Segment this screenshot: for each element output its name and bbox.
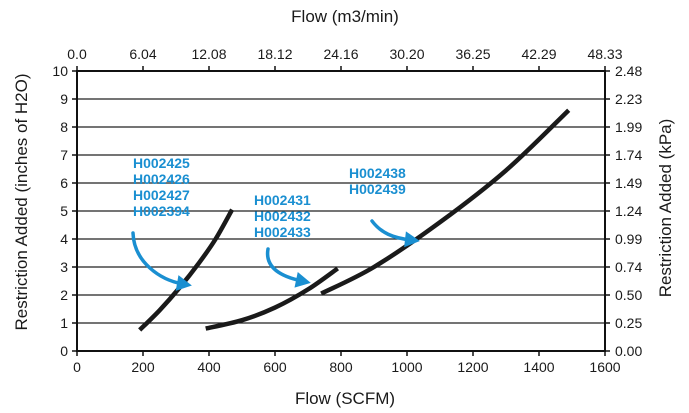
y-tick-label: 10	[52, 63, 68, 79]
series-3-label: H002439	[349, 181, 406, 197]
x-axis-title: Flow (SCFM)	[295, 389, 395, 408]
y-tick-label: 2	[60, 287, 68, 303]
x-top-tick-label: 30.20	[389, 46, 424, 62]
series-3-label: H002438	[349, 165, 406, 181]
series-2-label: H002433	[254, 224, 311, 240]
series-2-label: H002431	[254, 192, 311, 208]
y-tick-label: 7	[60, 147, 68, 163]
y-tick-label: 1	[60, 315, 68, 331]
y-tick-label: 0	[60, 343, 68, 359]
y-tick-label: 9	[60, 91, 68, 107]
series-line-2	[205, 266, 340, 331]
series-1-label: H002427	[133, 187, 190, 203]
x-tick-label: 800	[329, 359, 353, 375]
y-right-tick-label: 1.24	[615, 203, 642, 219]
y-tick-label: 3	[60, 259, 68, 275]
annotation-arrowhead-3	[404, 231, 420, 248]
x-tick-label: 1400	[523, 359, 554, 375]
x-top-axis-title: Flow (m3/min)	[291, 7, 399, 26]
x-top-tick-label: 36.25	[455, 46, 490, 62]
x-top-tick-label: 24.16	[323, 46, 358, 62]
x-top-tick-label: 12.08	[191, 46, 226, 62]
tick-labels: 0 0.0 200 6.04 400 12.08 600 18.12 800 24.16 1000 3…	[52, 46, 642, 375]
series-1-label: H002394	[133, 203, 190, 219]
series-1-label: H002425	[133, 155, 190, 171]
annotation-arrow-1	[131, 231, 185, 286]
annotation-arrow-2	[265, 247, 304, 283]
x-tick-label: 1000	[391, 359, 422, 375]
y-right-tick-label: 0.99	[615, 231, 642, 247]
y-right-tick-label: 1.99	[615, 119, 642, 135]
series-1-label: H002426	[133, 171, 190, 187]
x-tick-label: 0	[73, 359, 81, 375]
annotation-arrowhead-1	[175, 275, 192, 291]
y-tick-label: 4	[60, 231, 68, 247]
y-tick-label: 6	[60, 175, 68, 191]
y-right-tick-label: 0.50	[615, 287, 642, 303]
x-top-tick-label: 6.04	[129, 46, 156, 62]
x-tick-label: 1200	[457, 359, 488, 375]
x-top-tick-label: 48.33	[587, 46, 622, 62]
y-tick-label: 8	[60, 119, 68, 135]
y-right-tick-label: 2.23	[615, 91, 642, 107]
annotation-arrow-3	[370, 219, 413, 242]
x-top-tick-label: 42.29	[521, 46, 556, 62]
series-line-1	[138, 208, 235, 332]
y-right-tick-label: 0.00	[615, 343, 642, 359]
x-tick-label: 400	[197, 359, 221, 375]
y-right-tick-label: 0.74	[615, 259, 642, 275]
series-2-label: H002432	[254, 208, 311, 224]
series-lines	[138, 108, 571, 332]
x-tick-label: 1600	[589, 359, 620, 375]
x-top-tick-label: 18.12	[257, 46, 292, 62]
y-right-tick-label: 0.25	[615, 315, 642, 331]
series-line-3	[320, 108, 571, 296]
x-tick-label: 200	[131, 359, 155, 375]
annotation-arrows	[131, 219, 420, 291]
grid-lines	[77, 98, 605, 324]
x-tick-label: 600	[263, 359, 287, 375]
series-annotations: H002425H002426H002427H002394H002431H0024…	[133, 155, 406, 240]
y-right-tick-label: 2.48	[615, 63, 642, 79]
y-right-tick-label: 1.49	[615, 175, 642, 191]
y-axis-title: Restriction Added (inches of H2O)	[12, 73, 31, 330]
annotation-arrowhead-2	[294, 271, 311, 288]
x-top-tick-label: 0.0	[67, 46, 87, 62]
y-right-axis-title: Restriction Added (kPa)	[656, 119, 675, 298]
y-tick-label: 5	[60, 203, 68, 219]
y-right-tick-label: 1.74	[615, 147, 642, 163]
